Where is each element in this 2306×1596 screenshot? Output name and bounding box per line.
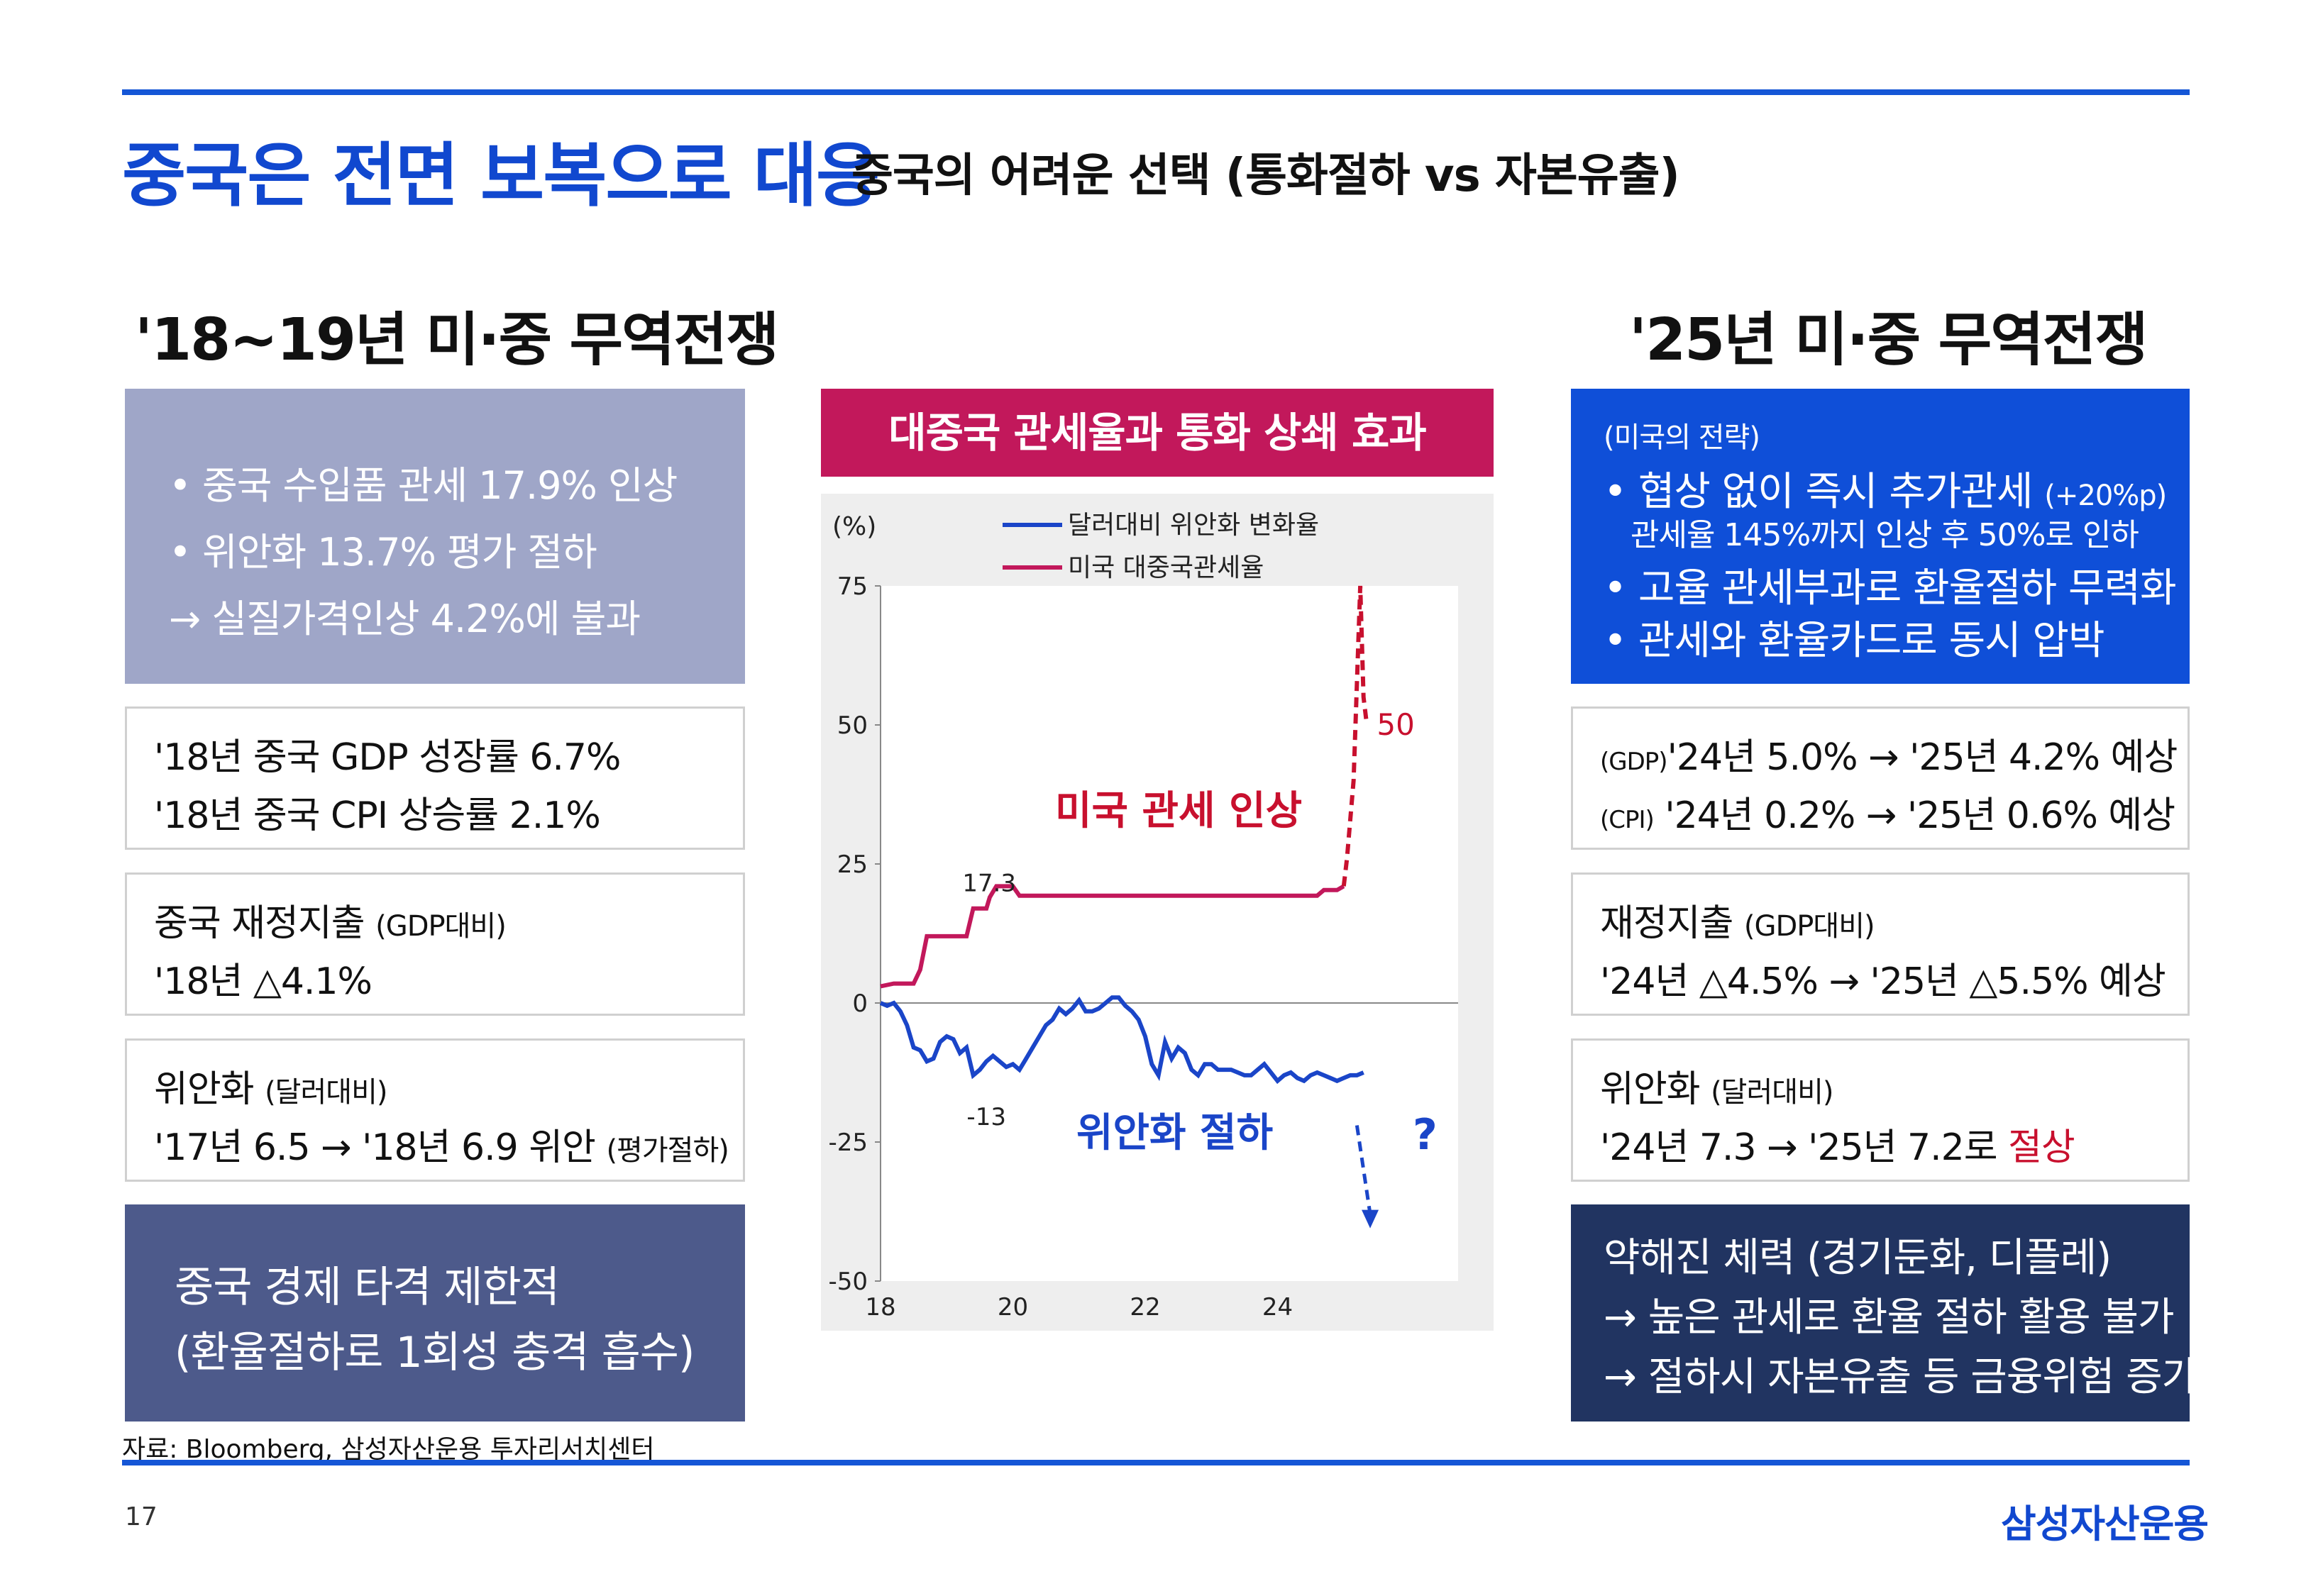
x-tick-label: 20 [998,1293,1028,1321]
chart-title: 대중국 관세율과 통화 상쇄 효과 [821,389,1494,477]
annotation-17-3: 17.3 [962,869,1016,897]
series-line-tariff [880,884,1345,989]
legend-label-tariff: 미국 대중국관세율 [1068,553,1264,582]
left-fiscal-box: 중국 재정지출 (GDP대비) '18년 △4.1% [125,872,745,1016]
left-fiscal-value: '18년 △4.1% [154,960,373,1003]
right-strategy-box: (미국의 전략) • 협상 없이 즉시 추가관세 (+20%p) 관세율 145… [1571,389,2190,684]
right-conclusion-box: 약해진 체력 (경기둔화, 디플레) → 높은 관세로 환율 절하 활용 불가 … [1571,1204,2198,1422]
right-strategy-point-1: • 협상 없이 즉시 추가관세 (+20%p) [1604,469,2167,515]
annotation-question-mark: ? [1413,1110,1438,1160]
left-summary-line-2: • 위안화 13.7% 평가 절하 [169,530,597,575]
right-strategy-label: (미국의 전략) [1604,421,1760,454]
y-tick-label: 50 [837,711,868,740]
page-number: 17 [125,1502,158,1531]
y-tick-label: 25 [837,850,868,879]
right-yuan-box: 위안화 (달러대비) '24년 7.3 → '25년 7.2로 절상 [1571,1038,2190,1182]
right-fiscal-box: 재정지출 (GDP대비) '24년 △4.5% → '25년 △5.5% 예상 [1571,872,2190,1016]
series-projection-tariff [1341,585,1369,887]
left-summary-line-3: → 실질가격인상 4.2%에 불과 [169,597,641,641]
left-yuan-box: 위안화 (달러대비) '17년 6.5 → '18년 6.9 위안 (평가절하) [125,1038,745,1182]
left-conclusion-line-2: (환율절하로 1회성 충격 흡수) [175,1328,695,1378]
annotation-tariff-rise: 미국 관세 인상 [1055,788,1302,834]
x-tick-label: 24 [1262,1293,1293,1321]
right-cpi-line: (CPI) '24년 0.2% → '25년 0.6% 예상 [1600,794,2175,837]
left-yuan-label: 위안화 (달러대비) [154,1068,387,1111]
right-section-title: '25년 미·중 무역전쟁 [1629,306,2148,374]
right-growth-box: (GDP)'24년 5.0% → '25년 4.2% 예상 (CPI) '24년… [1571,706,2190,850]
chart-svg: (%) 달러대비 위안화 변화율 미국 대중국관세율 75 50 25 0 -25 -50… [828,511,1458,1321]
x-tick-label: 18 [865,1293,895,1321]
legend-label-fx: 달러대비 위안화 변화율 [1068,511,1319,540]
right-yuan-label: 위안화 (달러대비) [1600,1068,1833,1111]
company-logo: 삼성자산운용 [2001,1502,2209,1546]
left-summary-box: • 중국 수입품 관세 17.9% 인상 • 위안화 13.7% 평가 절하 →… [125,389,745,684]
left-cpi-line: '18년 중국 CPI 상승률 2.1% [154,794,601,837]
right-conclusion-line-2: → 높은 관세로 환율 절하 활용 불가 [1604,1295,2174,1341]
left-fiscal-label: 중국 재정지출 (GDP대비) [154,902,507,945]
left-conclusion-box: 중국 경제 타격 제한적 (환율절하로 1회성 충격 흡수) [125,1204,745,1422]
left-yuan-value: '17년 6.5 → '18년 6.9 위안 (평가절하) [154,1126,729,1169]
right-conclusion-line-3: → 절하시 자본유출 등 금융위험 증가 [1604,1354,2198,1400]
source-note: 자료: Bloomberg, 삼성자산운용 투자리서치센터 [122,1435,655,1464]
right-fiscal-label: 재정지출 (GDP대비) [1600,902,1875,945]
bottom-rule [122,1460,2190,1465]
y-tick-label: -50 [828,1268,868,1296]
annotation-yuan-depreciation: 위안화 절하 [1076,1110,1273,1156]
y-ticks: 75 50 25 0 -25 -50 [828,572,881,1296]
projection-arrowhead [1362,1209,1379,1229]
x-tick-label: 22 [1130,1293,1160,1321]
series-projection-fx [1355,1125,1372,1214]
left-conclusion-line-1: 중국 경제 타격 제한적 [175,1263,560,1312]
page-title: 중국은 전면 보복으로 대응 [122,135,880,216]
y-tick-label: 0 [852,990,868,1018]
right-strategy-point-3: • 관세와 환율카드로 동시 압박 [1604,618,2104,664]
y-tick-label: 75 [837,572,868,601]
y-axis-label: (%) [832,512,876,541]
left-section-title: '18~19년 미·중 무역전쟁 [135,306,779,374]
right-yuan-value: '24년 7.3 → '25년 7.2로 절상 [1600,1126,2075,1169]
annotation-minus-13: -13 [966,1103,1006,1131]
page-subtitle: 중국의 어려운 선택 (통화절하 vs 자본유출) [851,150,1680,202]
top-rule [122,89,2190,95]
left-growth-box: '18년 중국 GDP 성장률 6.7% '18년 중국 CPI 상승률 2.1… [125,706,745,850]
left-summary-line-1: • 중국 수입품 관세 17.9% 인상 [169,463,678,508]
series-line-fx [879,995,1364,1085]
y-tick-label: -25 [828,1129,868,1157]
right-conclusion-line-1: 약해진 체력 (경기둔화, 디플레) [1604,1235,2112,1281]
right-fiscal-value: '24년 △4.5% → '25년 △5.5% 예상 [1600,960,2166,1003]
right-strategy-point-2: • 고율 관세부과로 환율절하 무력화 [1604,565,2177,611]
right-strategy-point-1-sub: 관세율 145%까지 인상 후 50%로 인하 [1631,517,2139,553]
right-gdp-line: (GDP)'24년 5.0% → '25년 4.2% 예상 [1600,736,2178,779]
x-ticks: 18 20 22 24 [865,1293,1293,1321]
left-gdp-line: '18년 중국 GDP 성장률 6.7% [154,736,621,779]
annotation-50: 50 [1377,707,1414,742]
